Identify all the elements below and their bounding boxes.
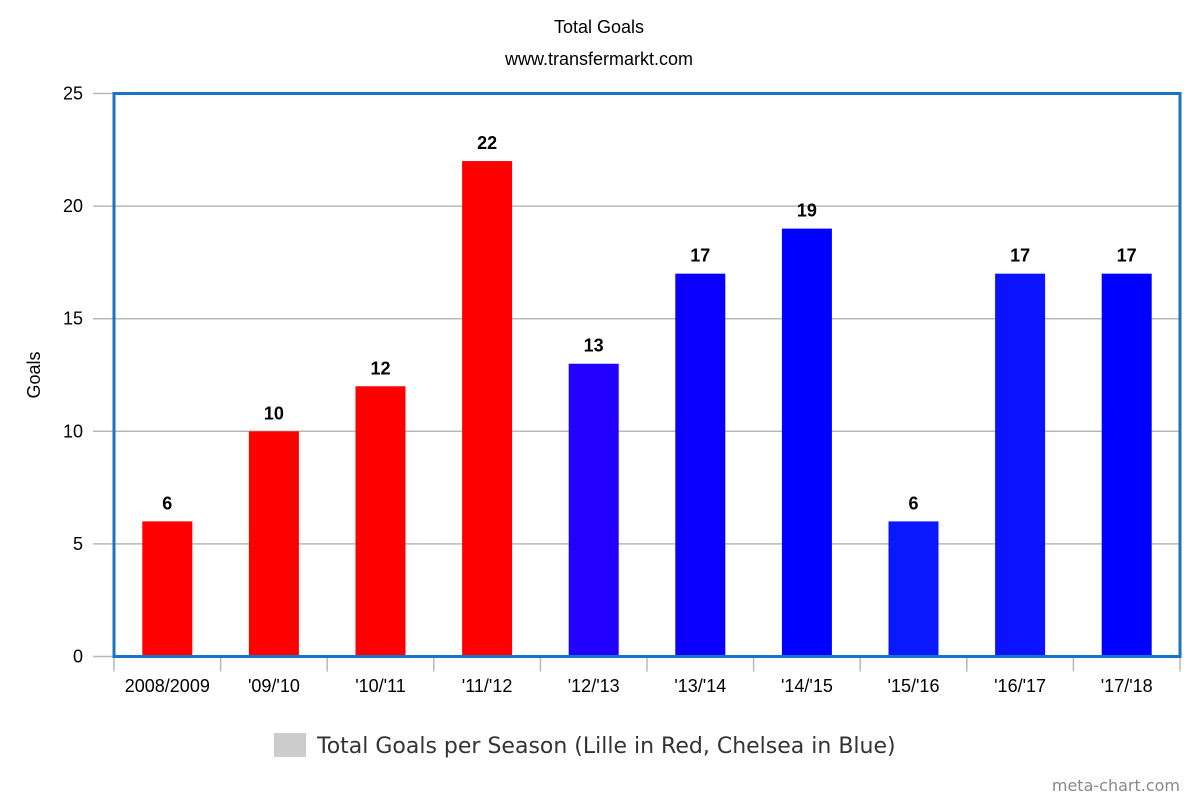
data-label: 17 <box>1010 246 1030 266</box>
data-label: 6 <box>908 493 918 513</box>
x-tick-label: '09/'10 <box>248 676 300 696</box>
watermark: meta-chart.com <box>1052 776 1180 795</box>
data-label: 6 <box>162 493 172 513</box>
x-tick-label: 2008/2009 <box>125 676 210 696</box>
data-label: 12 <box>370 358 390 378</box>
legend-label: Total Goals per Season (Lille in Red, Ch… <box>316 734 896 759</box>
y-tick-label: 15 <box>63 309 83 329</box>
chart-title: Total Goals <box>554 17 644 37</box>
bar <box>888 521 939 657</box>
y-tick-label: 25 <box>63 84 83 104</box>
chart-subtitle: www.transfermarkt.com <box>504 49 693 69</box>
bar <box>995 273 1046 657</box>
y-axis-ticks: 0 5 10 15 20 25 <box>63 84 83 667</box>
x-axis-ticks: 2008/2009 '09/'10 '10/'11 '11/'12 '12/'13 '13… <box>113 656 1181 696</box>
data-label: 10 <box>264 403 284 423</box>
bar <box>568 363 619 657</box>
x-tick-label: '12/'13 <box>568 676 620 696</box>
bar <box>1101 273 1152 657</box>
y-tick-label: 5 <box>73 534 83 554</box>
data-label: 17 <box>1117 246 1137 266</box>
y-axis-title: Goals <box>24 351 44 398</box>
legend-swatch <box>274 733 306 757</box>
bar <box>462 161 513 657</box>
bar <box>675 273 726 657</box>
bar <box>248 431 299 657</box>
data-label: 17 <box>690 246 710 266</box>
x-tick-label: '17/'18 <box>1101 676 1153 696</box>
bar <box>142 521 193 657</box>
x-tick-label: '10/'11 <box>355 676 406 696</box>
x-tick-label: '16/'17 <box>994 676 1046 696</box>
bars <box>142 161 1152 657</box>
y-tick-label: 20 <box>63 196 83 216</box>
bar <box>355 386 406 657</box>
x-tick-label: '11/'12 <box>462 676 513 696</box>
data-label: 13 <box>584 336 604 356</box>
data-label: 22 <box>477 133 497 153</box>
x-tick-label: '15/'16 <box>888 676 940 696</box>
y-tick-label: 0 <box>73 647 83 667</box>
bar <box>781 228 832 657</box>
data-label: 19 <box>797 201 817 221</box>
legend[interactable]: Total Goals per Season (Lille in Red, Ch… <box>274 733 896 759</box>
plot-area-border <box>112 92 1182 658</box>
data-labels: 6 10 12 22 13 17 19 6 17 17 <box>162 133 1136 513</box>
x-tick-label: '13/'14 <box>674 676 726 696</box>
x-tick-label: '14/'15 <box>781 676 833 696</box>
y-tick-label: 10 <box>63 421 83 441</box>
